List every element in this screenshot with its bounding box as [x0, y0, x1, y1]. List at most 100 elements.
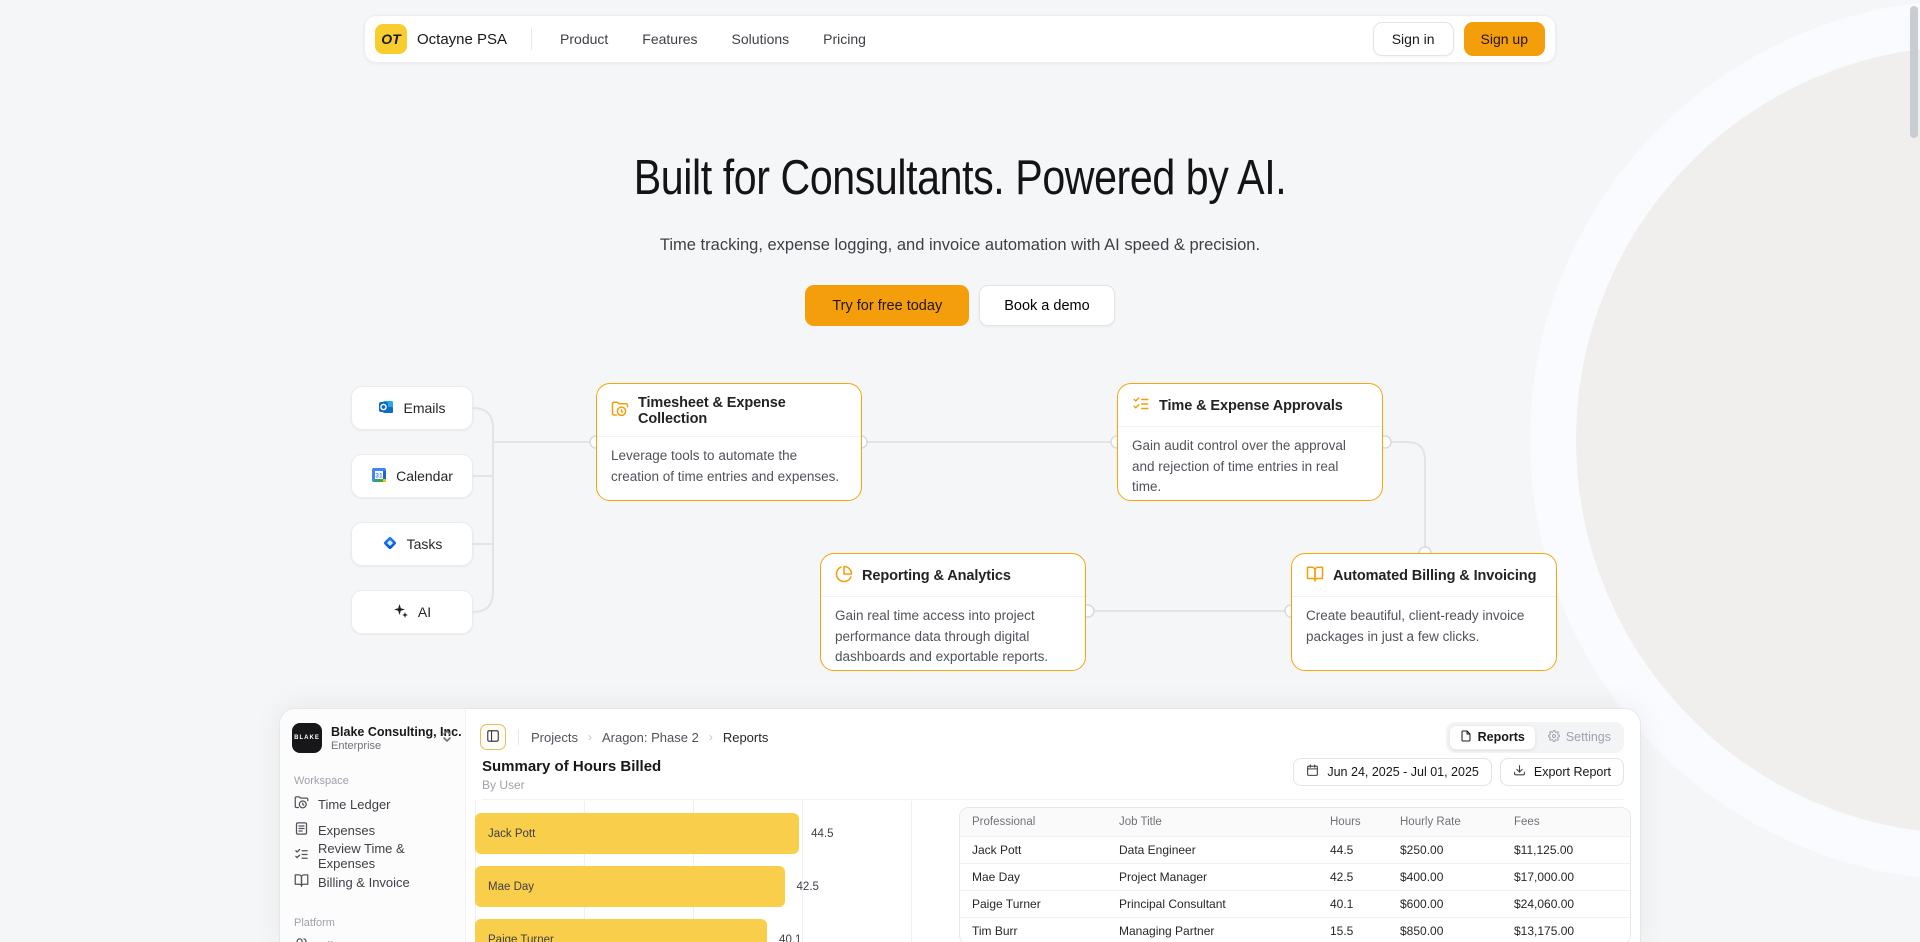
sidebar-item-billing-invoice[interactable]: Billing & Invoice	[292, 869, 453, 895]
table-cell: Jack Pott	[972, 843, 1022, 857]
table-header: Hours	[1330, 816, 1361, 828]
date-range-label: Jun 24, 2025 - Jul 01, 2025	[1327, 765, 1479, 779]
table-row[interactable]: Paige Turner Principal Consultant 40.1 $…	[960, 890, 1630, 917]
nav-link-solutions[interactable]: Solutions	[731, 31, 790, 47]
table-cell: Mae Day	[972, 870, 1021, 884]
workspace-name: Blake Consulting, Inc.	[331, 724, 462, 739]
file-icon	[1460, 730, 1472, 745]
top-navbar: OT Octayne PSA Product Features Solution…	[364, 15, 1556, 63]
app-sidebar: BLAKE Blake Consulting, Inc. Enterprise …	[280, 709, 466, 942]
table-cell: Paige Turner	[972, 897, 1041, 911]
tab-reports[interactable]: Reports	[1448, 724, 1536, 750]
table-cell: 42.5	[1330, 870, 1354, 884]
integration-card-emails[interactable]: Emails	[351, 386, 473, 430]
nav-link-features[interactable]: Features	[642, 31, 698, 47]
date-range-button[interactable]: Jun 24, 2025 - Jul 01, 2025	[1293, 758, 1492, 786]
checklist-icon	[1132, 395, 1150, 417]
table-header: Hourly Rate	[1400, 816, 1461, 828]
chart-bar[interactable]: Mae Day	[475, 866, 785, 907]
book-open-icon	[1306, 565, 1324, 587]
outlook-mail-icon	[378, 399, 394, 418]
sidebar-item-clients[interactable]: Clients	[292, 933, 453, 942]
report-subtitle: By User	[482, 778, 525, 792]
table-cell: $11,125.00	[1514, 843, 1574, 857]
chart-gridline	[911, 801, 912, 942]
nav-link-product[interactable]: Product	[560, 31, 609, 47]
hours-billed-table: Professional Job Title Hours Hourly Rate…	[959, 807, 1631, 942]
nav-link-pricing[interactable]: Pricing	[823, 31, 866, 47]
page-scrollbar[interactable]	[1910, 6, 1918, 138]
sidebar-section-label: Platform	[294, 917, 335, 929]
panel-left-icon	[486, 729, 500, 746]
feature-card-billing: Automated Billing & Invoicing Create bea…	[1291, 553, 1557, 671]
checklist-icon	[294, 847, 309, 865]
download-icon	[1513, 764, 1526, 780]
nav-links: Product Features Solutions Pricing	[560, 31, 866, 47]
table-cell: $600.00	[1400, 897, 1444, 911]
sidebar-item-label: Billing & Invoice	[318, 874, 410, 890]
sidebar-section-label: Workspace	[294, 775, 349, 787]
chart-bar[interactable]: Jack Pott	[475, 813, 800, 854]
breadcrumb-project[interactable]: Aragon: Phase 2	[601, 729, 699, 745]
pie-chart-icon	[835, 565, 853, 587]
table-cell: 44.5	[1330, 843, 1354, 857]
breadcrumb-projects[interactable]: Projects	[531, 729, 578, 745]
table-cell: 40.1	[1330, 897, 1354, 911]
table-header: Fees	[1514, 816, 1540, 828]
workspace-logo: BLAKE	[292, 723, 322, 753]
sidebar-item-label: Time Ledger	[318, 796, 391, 812]
table-cell: Managing Partner	[1119, 924, 1215, 938]
breadcrumb-reports[interactable]: Reports	[722, 729, 769, 745]
integration-label: Tasks	[406, 536, 443, 552]
chart-bar-value: 40.1	[779, 933, 802, 942]
topbar-divider	[518, 729, 519, 745]
table-header-row: Professional Job Title Hours Hourly Rate…	[960, 808, 1630, 836]
book-demo-button[interactable]: Book a demo	[979, 285, 1115, 326]
table-row[interactable]: Tim Burr Managing Partner 15.5 $850.00 $…	[960, 917, 1630, 942]
chart-bar[interactable]: Paige Turner	[475, 919, 768, 942]
integration-label: AI	[417, 604, 432, 620]
sign-in-button[interactable]: Sign in	[1372, 22, 1454, 56]
feature-description: Leverage tools to automate the creation …	[611, 448, 840, 484]
brand-logo-icon: OT	[375, 24, 407, 54]
table-cell: $24,060.00	[1514, 897, 1575, 911]
sidebar-item-label: Clients	[318, 939, 358, 942]
workspace-switcher[interactable]: BLAKE Blake Consulting, Inc. Enterprise	[292, 723, 462, 753]
sidebar-item-label: Expenses	[318, 822, 376, 838]
sidebar-item-expenses[interactable]: Expenses	[292, 817, 453, 843]
table-cell: Tim Burr	[972, 924, 1018, 938]
feature-card-approvals: Time & Expense Approvals Gain audit cont…	[1117, 383, 1383, 501]
integration-card-calendar[interactable]: 31 Calendar	[351, 454, 473, 498]
table-header: Job Title	[1119, 816, 1162, 828]
calendar-icon	[1306, 764, 1319, 780]
sidebar-toggle-button[interactable]	[480, 724, 506, 750]
export-report-button[interactable]: Export Report	[1499, 758, 1624, 786]
sign-up-button[interactable]: Sign up	[1463, 22, 1545, 56]
chart-bar-value: 42.5	[796, 880, 819, 893]
chevron-updown-icon	[441, 729, 453, 748]
feature-title: Timesheet & Expense Collection	[638, 395, 786, 427]
table-cell: Principal Consultant	[1119, 897, 1226, 911]
users-icon	[294, 937, 309, 942]
sidebar-item-time-ledger[interactable]: Time Ledger	[292, 791, 453, 817]
receipt-icon	[294, 821, 309, 839]
try-free-button[interactable]: Try for free today	[805, 285, 970, 326]
ai-sparkle-icon	[393, 603, 409, 622]
brand-name: Octayne PSA	[417, 30, 508, 48]
tab-settings[interactable]: Settings	[1538, 726, 1621, 749]
table-row[interactable]: Mae Day Project Manager 42.5 $400.00 $17…	[960, 863, 1630, 890]
hours-billed-bar-chart: Jack Pott 44.5 Mae Day 42.5 Paige Turner…	[475, 801, 912, 942]
sidebar-item-review-time-expenses[interactable]: Review Time & Expenses	[292, 841, 453, 871]
report-header: Summary of Hours Billed By User Jun 24, …	[482, 758, 1624, 800]
feature-diagram: Emails 31 Calendar Tasks AI Timesheet & …	[351, 383, 1557, 671]
integration-card-ai[interactable]: AI	[351, 590, 473, 634]
feature-description: Gain real time access into project perfo…	[835, 608, 1049, 665]
integration-label: Emails	[403, 400, 446, 416]
table-cell: Data Engineer	[1119, 843, 1196, 857]
integration-card-tasks[interactable]: Tasks	[351, 522, 473, 566]
table-cell: $13,175.00	[1514, 924, 1575, 938]
table-cell: $250.00	[1400, 843, 1444, 857]
brand[interactable]: OT Octayne PSA	[375, 24, 507, 54]
sidebar-item-label: Review Time & Expenses	[318, 841, 405, 871]
table-row[interactable]: Jack Pott Data Engineer 44.5 $250.00 $11…	[960, 836, 1630, 863]
